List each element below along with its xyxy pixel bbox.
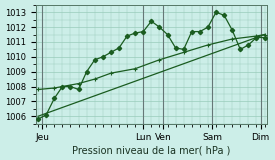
- X-axis label: Pression niveau de la mer( hPa ): Pression niveau de la mer( hPa ): [72, 145, 230, 155]
